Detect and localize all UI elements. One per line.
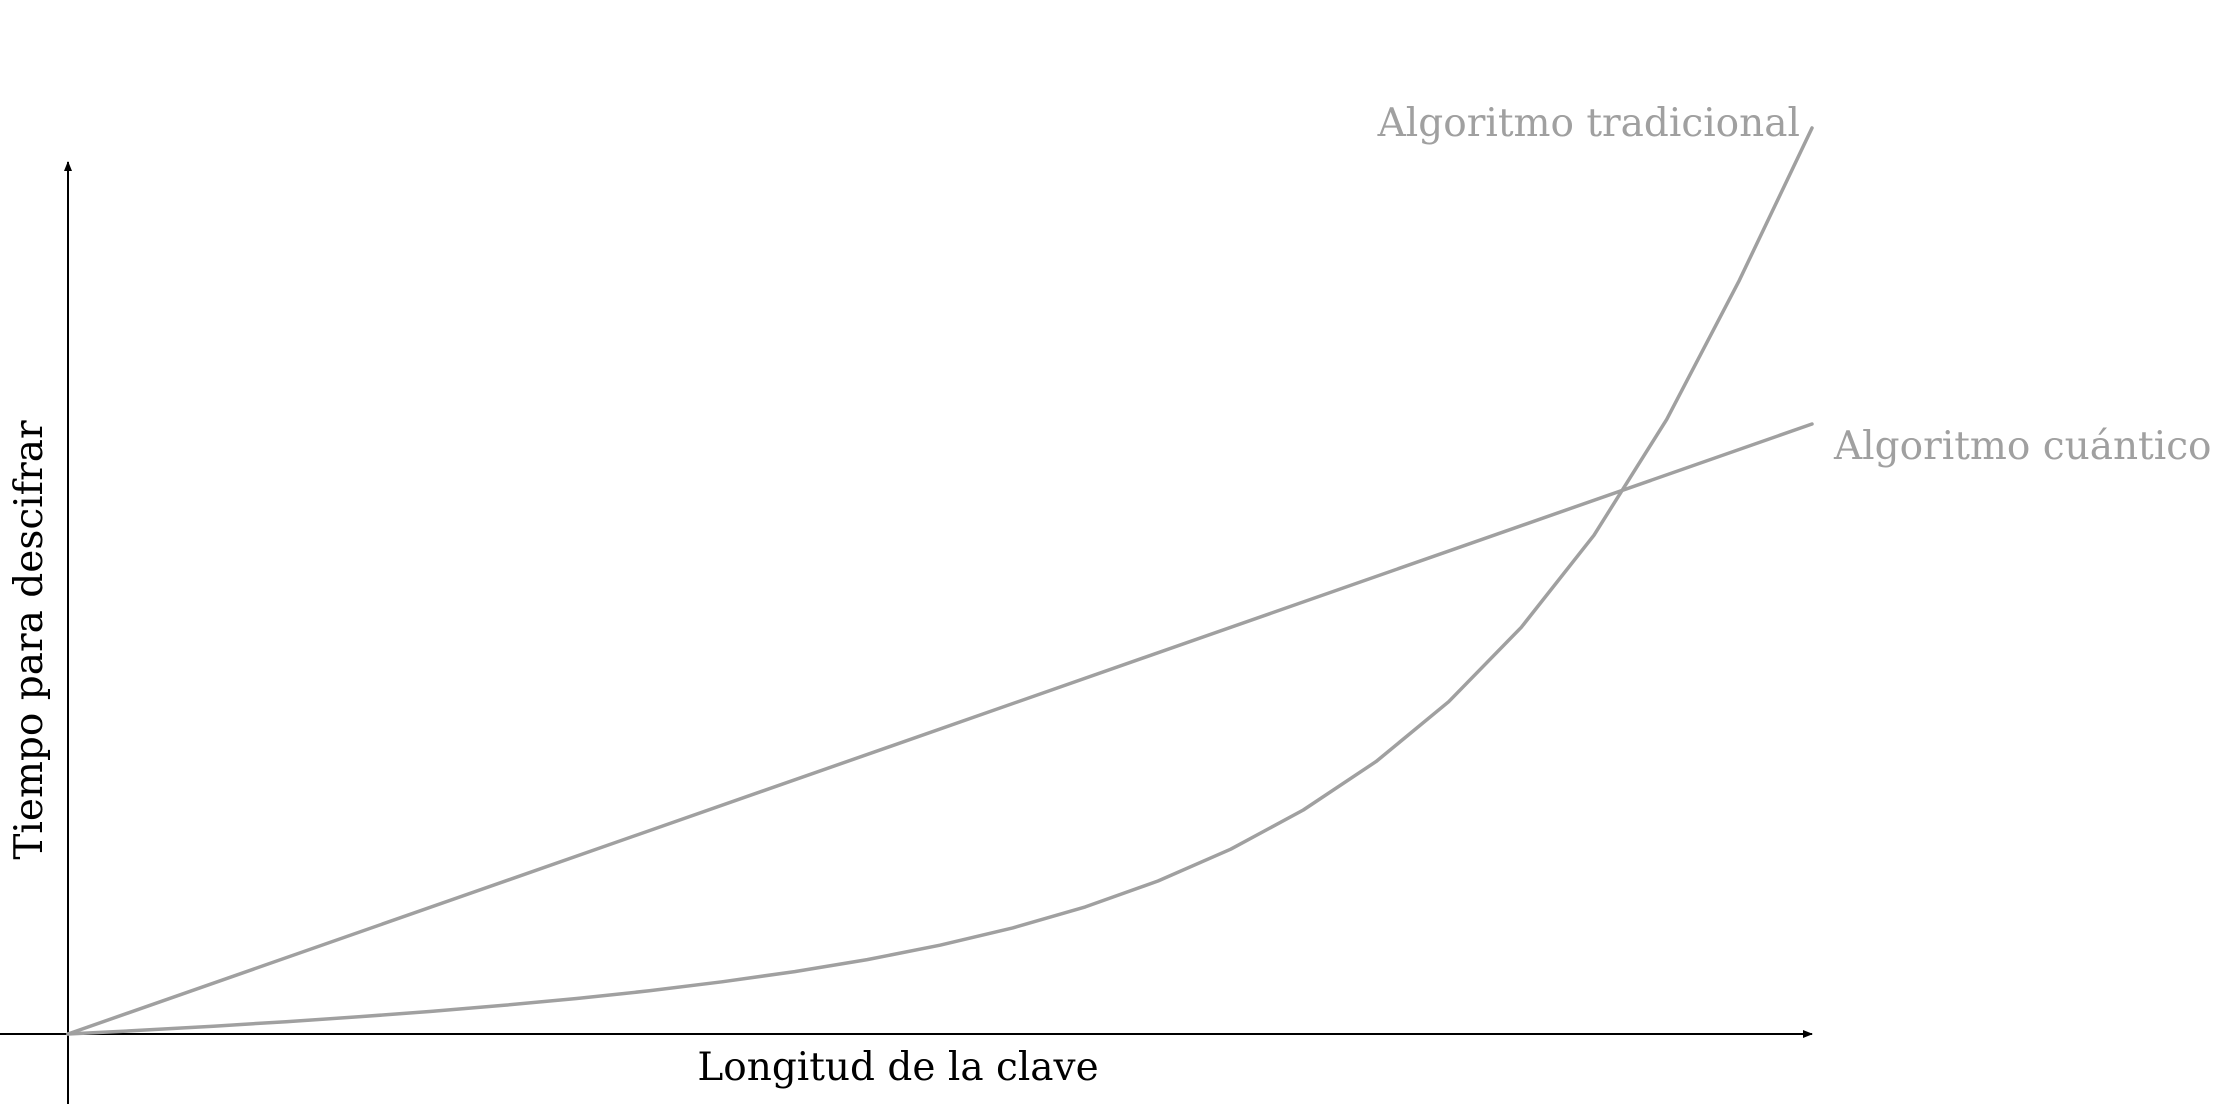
series-group: Algoritmo cuántico Algoritmo tradicional <box>66 101 2212 1036</box>
series-line-algoritmo-cuantico <box>66 422 1814 1036</box>
y-axis-label: Tiempo para descifrar <box>7 420 52 860</box>
series-line-algoritmo-tradicional <box>66 126 1814 1036</box>
series-label-algoritmo-cuantico: Algoritmo cuántico <box>1833 424 2212 469</box>
x-axis-label: Longitud de la clave <box>697 1045 1098 1090</box>
series-label-algoritmo-tradicional: Algoritmo tradicional <box>1377 101 1800 146</box>
